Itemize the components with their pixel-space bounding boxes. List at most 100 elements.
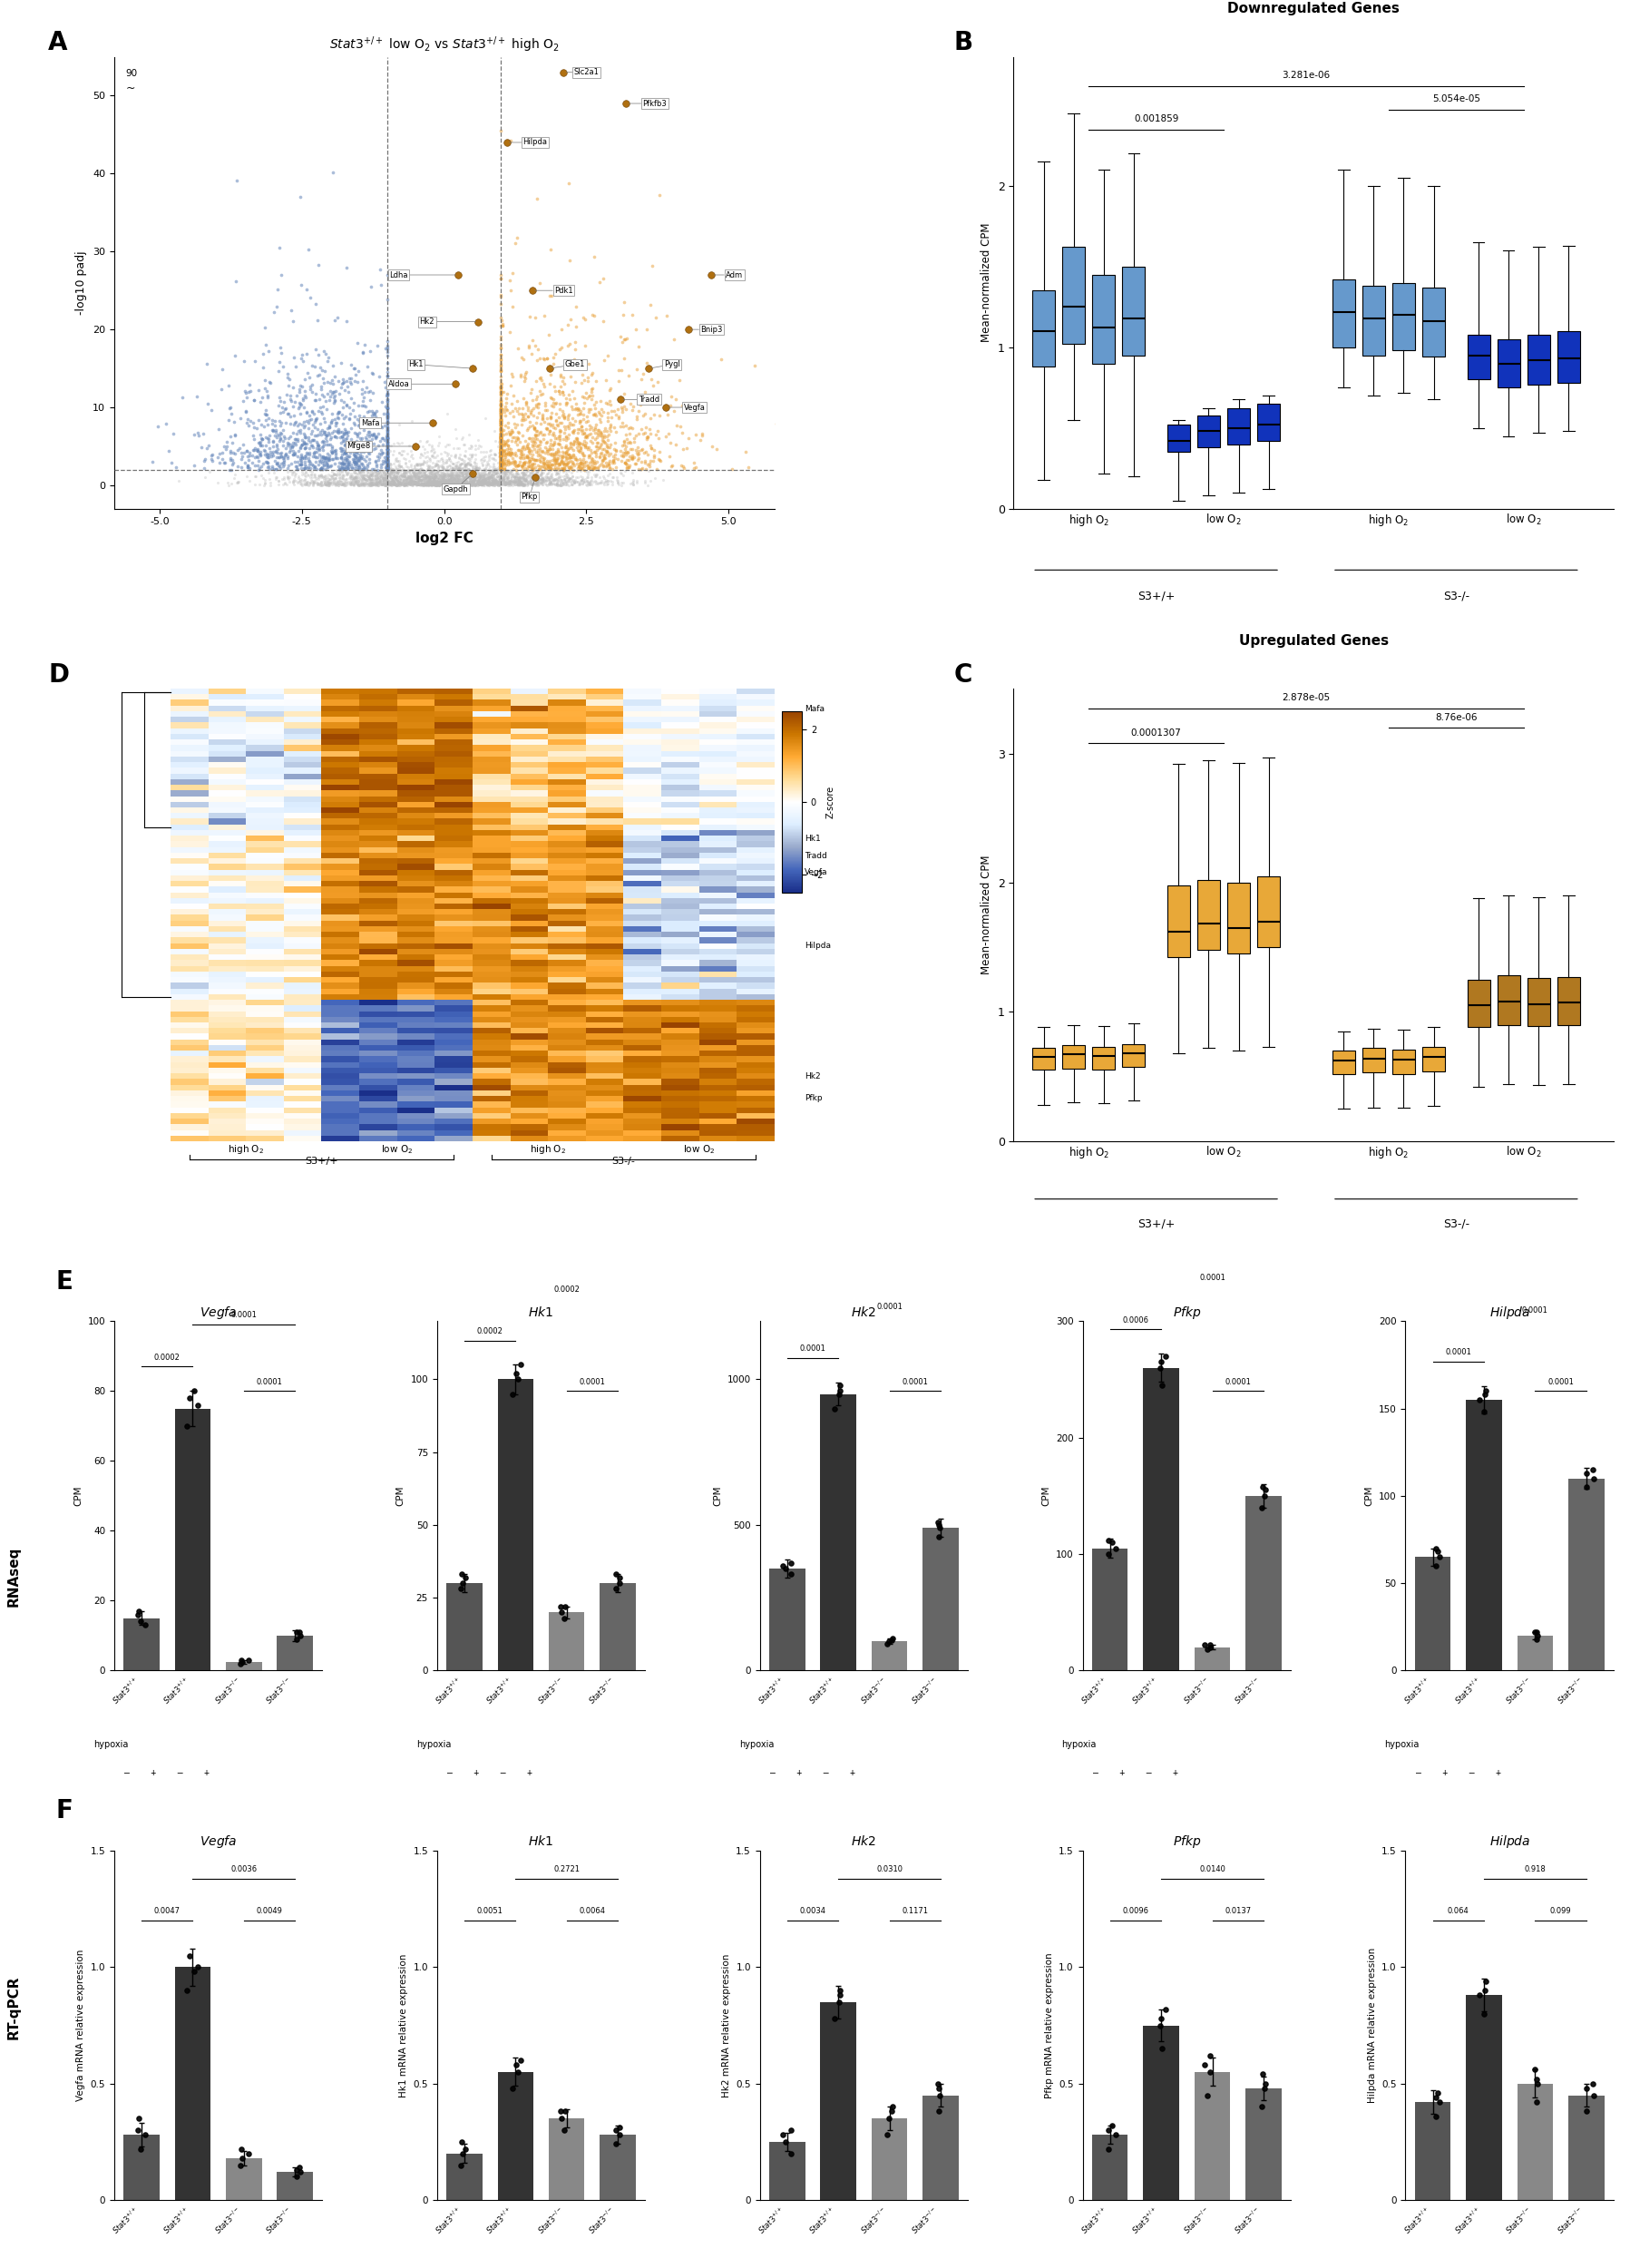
Point (184, 1386, 210, 1422)
Point (352, 431, 378, 467)
Point (500, 1377, 526, 1413)
Point (357, 429, 383, 465)
Text: 0.0002: 0.0002 (478, 1327, 504, 1336)
Point (391, 460, 417, 497)
Point (574, 399, 600, 435)
Point (579, 376, 605, 413)
Point (517, 465, 543, 501)
Point (601, 431, 628, 467)
Point (399, 467, 425, 503)
Point (319, 431, 346, 467)
Point (531, 449, 557, 485)
Point (381, 460, 408, 497)
Point (572, 449, 598, 485)
Point (445, 440, 471, 476)
Point (349, 463, 375, 499)
Point (408, 465, 434, 501)
Point (390, 458, 416, 494)
Bar (1143, 2025, 1178, 2200)
Point (249, 349, 275, 386)
Point (926, 1517, 952, 1554)
Point (429, 440, 455, 476)
Point (367, 458, 393, 494)
Point (341, 451, 367, 488)
Point (597, 449, 623, 485)
Point (409, 456, 435, 492)
Point (375, 447, 401, 483)
Point (401, 447, 427, 483)
Point (461, 445, 487, 481)
Point (375, 404, 401, 440)
Point (339, 426, 365, 463)
Point (282, 404, 308, 440)
Point (393, 465, 419, 501)
Point (385, 454, 411, 490)
Point (306, 349, 333, 386)
Point (536, 458, 562, 494)
Point (487, 390, 513, 426)
Point (551, 54, 577, 91)
Point (491, 433, 517, 469)
Point (647, 442, 673, 479)
Point (443, 456, 469, 492)
Point (879, 1622, 905, 1658)
Point (443, 451, 469, 488)
Point (328, 370, 354, 406)
Point (271, 422, 297, 458)
Point (432, 458, 458, 494)
Point (425, 451, 452, 488)
Point (411, 465, 437, 501)
Point (375, 456, 401, 492)
Point (455, 467, 481, 503)
Point (487, 447, 513, 483)
Point (570, 465, 597, 501)
Point (497, 454, 523, 490)
Point (595, 445, 621, 481)
PathPatch shape (1498, 340, 1519, 388)
Point (593, 447, 619, 483)
Point (584, 363, 610, 399)
Point (422, 467, 448, 503)
Point (362, 463, 388, 499)
Point (504, 383, 530, 420)
Point (659, 449, 685, 485)
Point (541, 460, 567, 497)
Point (306, 390, 333, 426)
Point (277, 445, 303, 481)
Point (657, 438, 683, 474)
Point (308, 413, 334, 449)
Point (448, 463, 474, 499)
Point (487, 429, 513, 465)
Point (1193, 1631, 1219, 1667)
Point (342, 438, 368, 474)
Point (308, 411, 334, 447)
Point (375, 451, 401, 488)
Point (390, 424, 416, 460)
Point (487, 363, 513, 399)
Point (458, 458, 484, 494)
Point (487, 451, 513, 488)
Point (510, 465, 536, 501)
Point (522, 460, 548, 497)
Point (510, 440, 536, 476)
Point (429, 463, 455, 499)
Point (375, 449, 401, 485)
Point (315, 411, 341, 447)
Point (355, 460, 381, 497)
Point (331, 451, 357, 488)
Point (181, 1953, 207, 1989)
Point (212, 445, 238, 481)
Point (468, 467, 494, 503)
Point (463, 467, 489, 503)
Point (406, 456, 432, 492)
Point (458, 426, 484, 463)
Point (437, 440, 463, 476)
Point (500, 467, 526, 503)
Point (375, 445, 401, 481)
Point (271, 458, 297, 494)
Point (375, 352, 401, 388)
Point (243, 458, 269, 494)
Point (448, 465, 474, 501)
Point (487, 424, 513, 460)
Point (386, 458, 412, 494)
